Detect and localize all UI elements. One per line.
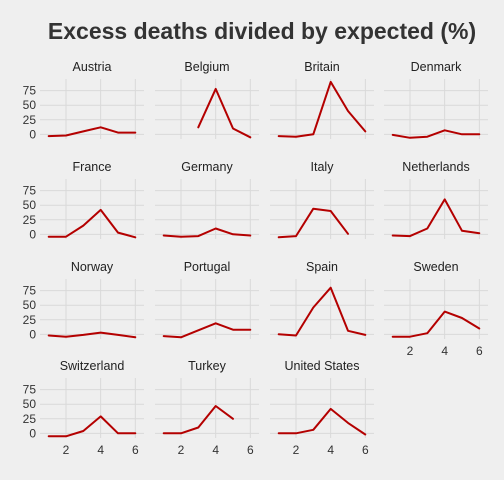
y-tick-label: 0 bbox=[29, 426, 36, 440]
y-tick-label: 50 bbox=[23, 198, 37, 212]
series-line-portugal bbox=[162, 322, 252, 339]
x-tick-label: 6 bbox=[476, 344, 483, 358]
panel-label: Sweden bbox=[413, 260, 458, 274]
x-tick-label: 2 bbox=[293, 443, 300, 457]
panel-background bbox=[155, 378, 259, 438]
panel-spain: Spain bbox=[270, 260, 374, 339]
series-line-germany bbox=[162, 227, 252, 238]
panel-united-states: United States 2 4 6 bbox=[270, 359, 374, 457]
panel-label: Denmark bbox=[411, 60, 462, 74]
series-line-italy bbox=[277, 207, 349, 239]
panel-label: France bbox=[73, 160, 112, 174]
panel-netherlands: Netherlands bbox=[384, 160, 488, 239]
panel-label: Switzerland bbox=[60, 359, 125, 373]
y-tick-label: 50 bbox=[23, 298, 37, 312]
panel-label: Portugal bbox=[184, 260, 231, 274]
panel-background bbox=[384, 279, 488, 339]
x-tick-label: 2 bbox=[407, 344, 414, 358]
y-tick-label: 25 bbox=[23, 313, 37, 327]
panel-portugal: Portugal bbox=[155, 260, 259, 339]
series-line-austria bbox=[47, 126, 137, 138]
y-tick-label: 75 bbox=[23, 284, 37, 298]
series-line-switzerland bbox=[47, 415, 137, 438]
series-line-united-states bbox=[277, 407, 367, 436]
panel-background bbox=[384, 179, 488, 239]
series-line-norway bbox=[47, 331, 137, 339]
panel-background bbox=[155, 179, 259, 239]
y-tick-label: 0 bbox=[29, 127, 36, 141]
y-tick-label: 75 bbox=[23, 184, 37, 198]
series-line-france bbox=[47, 208, 137, 239]
y-tick-label: 0 bbox=[29, 227, 36, 241]
series-line-britain bbox=[277, 80, 367, 138]
panel-background bbox=[384, 79, 488, 139]
panel-label: Netherlands bbox=[402, 160, 469, 174]
series-line-denmark bbox=[391, 129, 481, 139]
x-tick-label: 4 bbox=[97, 443, 104, 457]
panel-label: United States bbox=[284, 359, 359, 373]
x-tick-label: 6 bbox=[132, 443, 139, 457]
panel-label: Norway bbox=[71, 260, 114, 274]
panel-background bbox=[270, 279, 374, 339]
x-tick-label: 4 bbox=[212, 443, 219, 457]
series-line-netherlands bbox=[391, 198, 481, 238]
panel-label: Britain bbox=[304, 60, 339, 74]
chart-title: Excess deaths divided by expected (%) bbox=[48, 18, 476, 44]
panel-germany: Germany bbox=[155, 160, 259, 239]
panel-turkey: Turkey 2 4 6 bbox=[155, 359, 259, 457]
panel-label: Spain bbox=[306, 260, 338, 274]
series-line-spain bbox=[277, 286, 367, 337]
y-tick-label: 50 bbox=[23, 98, 37, 112]
y-tick-label: 25 bbox=[23, 113, 37, 127]
panel-background bbox=[40, 279, 144, 339]
panel-denmark: Denmark bbox=[384, 60, 488, 139]
series-line-turkey bbox=[162, 405, 234, 435]
panel-sweden: Sweden 2 4 6 bbox=[384, 260, 488, 358]
panel-label: Austria bbox=[73, 60, 112, 74]
panel-britain: Britain bbox=[270, 60, 374, 139]
x-tick-label: 4 bbox=[327, 443, 334, 457]
series-line-belgium bbox=[197, 87, 252, 139]
y-tick-label: 25 bbox=[23, 412, 37, 426]
panel-label: Belgium bbox=[184, 60, 229, 74]
panel-belgium: Belgium bbox=[155, 60, 259, 139]
panel-background bbox=[40, 378, 144, 438]
x-tick-label: 6 bbox=[247, 443, 254, 457]
panel-label: Germany bbox=[181, 160, 233, 174]
y-tick-label: 75 bbox=[23, 383, 37, 397]
panel-background bbox=[40, 179, 144, 239]
x-tick-label: 2 bbox=[63, 443, 70, 457]
series-line-sweden bbox=[391, 310, 481, 338]
y-tick-label: 75 bbox=[23, 84, 37, 98]
x-tick-label: 2 bbox=[178, 443, 185, 457]
y-tick-label: 25 bbox=[23, 213, 37, 227]
y-tick-label: 0 bbox=[29, 327, 36, 341]
x-tick-label: 4 bbox=[441, 344, 448, 358]
panel-italy: Italy bbox=[270, 160, 374, 239]
panel-label: Italy bbox=[311, 160, 335, 174]
panel-label: Turkey bbox=[188, 359, 226, 373]
y-tick-label: 50 bbox=[23, 397, 37, 411]
x-tick-label: 6 bbox=[362, 443, 369, 457]
